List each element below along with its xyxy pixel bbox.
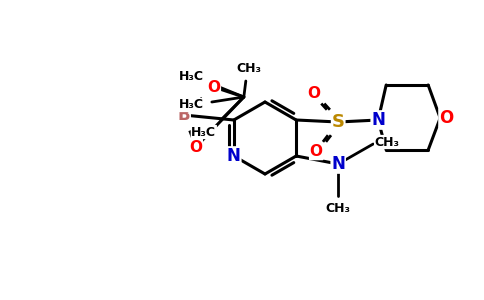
Text: H₃C: H₃C — [191, 125, 216, 139]
Text: N: N — [371, 111, 385, 129]
Text: B: B — [178, 106, 190, 124]
Text: CH₃: CH₃ — [375, 136, 400, 148]
Text: O: O — [310, 145, 323, 160]
Text: H₃C: H₃C — [180, 70, 204, 83]
Text: O: O — [439, 109, 454, 127]
Text: O: O — [207, 80, 220, 94]
Text: S: S — [332, 113, 345, 131]
Text: N: N — [227, 147, 241, 165]
Text: O: O — [308, 86, 321, 101]
Text: N: N — [331, 155, 345, 173]
Text: H₃C: H₃C — [180, 98, 204, 112]
Text: CH₃: CH₃ — [236, 62, 261, 76]
Text: CH₃: CH₃ — [326, 202, 351, 214]
Text: O: O — [189, 140, 202, 154]
